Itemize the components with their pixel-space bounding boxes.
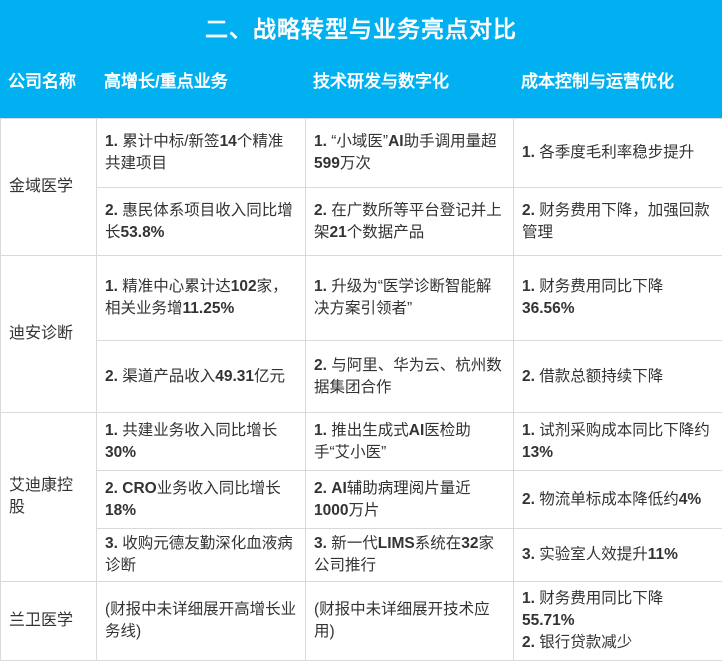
table-cell: 2. 财务费用下降，加强回款管理 xyxy=(514,188,722,256)
table-row: 2. CRO业务收入同比增长18% 2. AI辅助病理阅片量近1000万片 2.… xyxy=(1,471,722,529)
table-header-band: 二、战略转型与业务亮点对比 公司名称 高增长/重点业务 技术研发与数字化 成本控… xyxy=(0,0,722,118)
table-cell: 1. 共建业务收入同比增长30% xyxy=(97,413,306,471)
company-name-cell: 迪安诊断 xyxy=(1,256,97,413)
table-row: 兰卫医学 (财报中未详细展开高增长业务线) (财报中未详细展开技术应用) 1. … xyxy=(1,582,722,661)
comparison-table: 金域医学 1. 累计中标/新签14个精准共建项目 1. “小域医”AI助手调用量… xyxy=(0,118,722,661)
table-row: 迪安诊断 1. 精准中心累计达102家，相关业务增11.25% 1. 升级为“医… xyxy=(1,256,722,341)
table-cell: 2. 在广数所等平台登记并上架21个数据产品 xyxy=(306,188,514,256)
table-cell: 1. 试剂采购成本同比下降约13% xyxy=(514,413,722,471)
table-row: 艾迪康控股 1. 共建业务收入同比增长30% 1. 推出生成式AI医检助手“艾小… xyxy=(1,413,722,471)
table-cell: 2. 与阿里、华为云、杭州数据集团合作 xyxy=(306,341,514,413)
table-cell: 2. 借款总额持续下降 xyxy=(514,341,722,413)
table-cell: 3. 实验室人效提升11% xyxy=(514,529,722,582)
company-name-cell: 金域医学 xyxy=(1,119,97,256)
table-cell: 1. 各季度毛利率稳步提升 xyxy=(514,119,722,188)
table-row: 3. 收购元德友勤深化血液病诊断 3. 新一代LIMS系统在32家公司推行 3.… xyxy=(1,529,722,582)
table-cell: 2. 惠民体系项目收入同比增长53.8% xyxy=(97,188,306,256)
table-row: 2. 惠民体系项目收入同比增长53.8% 2. 在广数所等平台登记并上架21个数… xyxy=(1,188,722,256)
table-cell: 1. 推出生成式AI医检助手“艾小医” xyxy=(306,413,514,471)
company-name-cell: 兰卫医学 xyxy=(1,582,97,661)
table-cell: 1. 财务费用同比下降55.71% 2. 银行贷款减少 xyxy=(514,582,722,661)
table-cell: 2. 物流单标成本降低约4% xyxy=(514,471,722,529)
table-row: 金域医学 1. 累计中标/新签14个精准共建项目 1. “小域医”AI助手调用量… xyxy=(1,119,722,188)
table-cell: (财报中未详细展开高增长业务线) xyxy=(97,582,306,661)
table-cell: 1. 升级为“医学诊断智能解决方案引领者” xyxy=(306,256,514,341)
company-name-cell: 艾迪康控股 xyxy=(1,413,97,582)
table-cell: 3. 收购元德友勤深化血液病诊断 xyxy=(97,529,306,582)
table-title: 二、战略转型与业务亮点对比 xyxy=(0,0,722,45)
column-header-tech: 技术研发与数字化 xyxy=(305,70,513,94)
table-cell: 2. CRO业务收入同比增长18% xyxy=(97,471,306,529)
table-cell: 1. 累计中标/新签14个精准共建项目 xyxy=(97,119,306,188)
table-cell: 2. 渠道产品收入49.31亿元 xyxy=(97,341,306,413)
column-header-growth: 高增长/重点业务 xyxy=(96,70,305,94)
column-header-cost: 成本控制与运营优化 xyxy=(513,70,722,94)
table-cell: 1. “小域医”AI助手调用量超599万次 xyxy=(306,119,514,188)
table-cell: (财报中未详细展开技术应用) xyxy=(306,582,514,661)
column-header-row: 公司名称 高增长/重点业务 技术研发与数字化 成本控制与运营优化 xyxy=(0,70,722,94)
table-cell: 1. 精准中心累计达102家，相关业务增11.25% xyxy=(97,256,306,341)
table-cell: 3. 新一代LIMS系统在32家公司推行 xyxy=(306,529,514,582)
table-row: 2. 渠道产品收入49.31亿元 2. 与阿里、华为云、杭州数据集团合作 2. … xyxy=(1,341,722,413)
table-cell: 1. 财务费用同比下降36.56% xyxy=(514,256,722,341)
table-cell: 2. AI辅助病理阅片量近1000万片 xyxy=(306,471,514,529)
column-header-company: 公司名称 xyxy=(0,70,96,94)
